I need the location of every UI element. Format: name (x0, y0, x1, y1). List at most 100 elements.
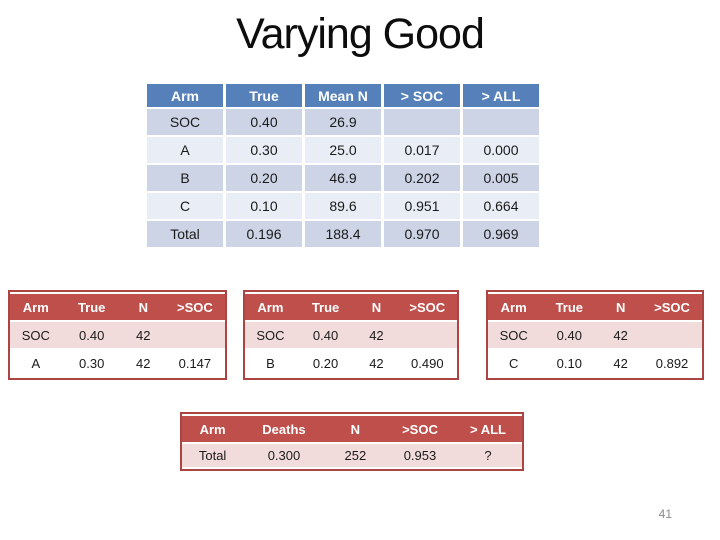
table-cell: 0.10 (539, 350, 600, 376)
table-cell: 0.202 (384, 165, 460, 191)
table-row-c: C 0.10 89.6 0.951 0.664 (147, 193, 539, 219)
table-cell: 0.300 (243, 444, 325, 467)
table-cell: B (147, 165, 223, 191)
table-cell: 0.20 (295, 350, 356, 376)
table-cell: 42 (121, 350, 165, 376)
table-cell: 0.30 (226, 137, 302, 163)
table-cell: C (147, 193, 223, 219)
table-cell: 0.490 (397, 350, 457, 376)
column-header-gt-soc: >SOC (642, 294, 702, 320)
table-row-soc: SOC 0.40 42 (488, 322, 702, 348)
column-header-true: True (226, 84, 302, 107)
table-cell: A (147, 137, 223, 163)
column-header-arm: Arm (182, 416, 244, 442)
table-header-row: Arm True N >SOC (245, 294, 457, 320)
pairwise-table-soc-vs-c: Arm True N >SOC SOC 0.40 42 C 0.10 42 0.… (486, 290, 704, 380)
table-row-soc: SOC 0.40 42 (10, 322, 225, 348)
pairwise-table-soc-vs-a: Arm True N >SOC SOC 0.40 42 A 0.30 42 0.… (8, 290, 227, 380)
slide-title: Varying Good (236, 10, 485, 58)
column-header-gt-soc: >SOC (397, 294, 457, 320)
column-header-true: True (61, 294, 122, 320)
table-cell: 42 (599, 350, 643, 376)
column-header-mean-n: Mean N (305, 84, 381, 107)
column-header-n: N (324, 416, 386, 442)
column-header-gt-soc: >SOC (385, 416, 454, 442)
table-cell: 42 (121, 322, 165, 348)
column-header-arm: Arm (245, 294, 296, 320)
table-cell: 0.40 (226, 109, 302, 135)
table-header-row: Arm True Mean N > SOC > ALL (147, 84, 539, 107)
table-cell: 25.0 (305, 137, 381, 163)
table-cell: 26.9 (305, 109, 381, 135)
table-row-soc: SOC 0.40 26.9 (147, 109, 539, 135)
deaths-total-table: Arm Deaths N >SOC > ALL Total 0.300 252 … (180, 412, 524, 471)
table-cell: SOC (488, 322, 540, 348)
simulation-summary-table: Arm True Mean N > SOC > ALL SOC 0.40 26.… (144, 82, 542, 249)
column-header-arm: Arm (488, 294, 540, 320)
table-row-total: Total 0.196 188.4 0.970 0.969 (147, 221, 539, 247)
table-cell: SOC (245, 322, 296, 348)
column-header-n: N (355, 294, 398, 320)
table-row-a: A 0.30 25.0 0.017 0.000 (147, 137, 539, 163)
table-cell: 0.000 (463, 137, 539, 163)
table-cell: 0.951 (384, 193, 460, 219)
table-cell: 0.20 (226, 165, 302, 191)
table-cell: C (488, 350, 540, 376)
table-cell: 0.970 (384, 221, 460, 247)
table-cell (397, 322, 457, 348)
table-cell: 0.017 (384, 137, 460, 163)
table-cell: 0.005 (463, 165, 539, 191)
table-cell: 0.147 (164, 350, 225, 376)
table-cell: 0.969 (463, 221, 539, 247)
table-cell: Total (182, 444, 244, 467)
column-header-arm: Arm (147, 84, 223, 107)
table-cell: 0.664 (463, 193, 539, 219)
table-cell (463, 109, 539, 135)
table-cell: 42 (355, 322, 398, 348)
column-header-true: True (295, 294, 356, 320)
table-cell: 89.6 (305, 193, 381, 219)
table-row-c: C 0.10 42 0.892 (488, 350, 702, 376)
table-cell: 0.40 (539, 322, 600, 348)
table-cell: 0.10 (226, 193, 302, 219)
column-header-gt-all: > ALL (453, 416, 522, 442)
column-header-n: N (121, 294, 165, 320)
page-number: 41 (658, 507, 672, 521)
table-cell: SOC (10, 322, 62, 348)
table-cell: 42 (599, 322, 643, 348)
column-header-gt-soc: > SOC (384, 84, 460, 107)
table-header-row: Arm Deaths N >SOC > ALL (182, 416, 522, 442)
table-cell (384, 109, 460, 135)
table-cell: SOC (147, 109, 223, 135)
table-cell: 46.9 (305, 165, 381, 191)
table-header-row: Arm True N >SOC (10, 294, 225, 320)
table-cell: 188.4 (305, 221, 381, 247)
column-header-true: True (539, 294, 600, 320)
table-cell: A (10, 350, 62, 376)
table-row-a: A 0.30 42 0.147 (10, 350, 225, 376)
table-cell: 0.30 (61, 350, 122, 376)
table-cell (642, 322, 702, 348)
column-header-gt-all: > ALL (463, 84, 539, 107)
table-row-b: B 0.20 46.9 0.202 0.005 (147, 165, 539, 191)
table-cell: 252 (324, 444, 386, 467)
table-cell: 0.40 (61, 322, 122, 348)
table-cell: 0.892 (642, 350, 702, 376)
table-cell: 0.953 (385, 444, 454, 467)
table-cell: 42 (355, 350, 398, 376)
table-row-soc: SOC 0.40 42 (245, 322, 457, 348)
table-cell: 0.40 (295, 322, 356, 348)
table-cell: Total (147, 221, 223, 247)
table-cell (164, 322, 225, 348)
pairwise-table-soc-vs-b: Arm True N >SOC SOC 0.40 42 B 0.20 42 0.… (243, 290, 459, 380)
table-header-row: Arm True N >SOC (488, 294, 702, 320)
table-cell: ? (453, 444, 522, 467)
column-header-n: N (599, 294, 643, 320)
column-header-deaths: Deaths (243, 416, 325, 442)
column-header-gt-soc: >SOC (164, 294, 225, 320)
table-row-b: B 0.20 42 0.490 (245, 350, 457, 376)
column-header-arm: Arm (10, 294, 62, 320)
table-cell: 0.196 (226, 221, 302, 247)
table-cell: B (245, 350, 296, 376)
